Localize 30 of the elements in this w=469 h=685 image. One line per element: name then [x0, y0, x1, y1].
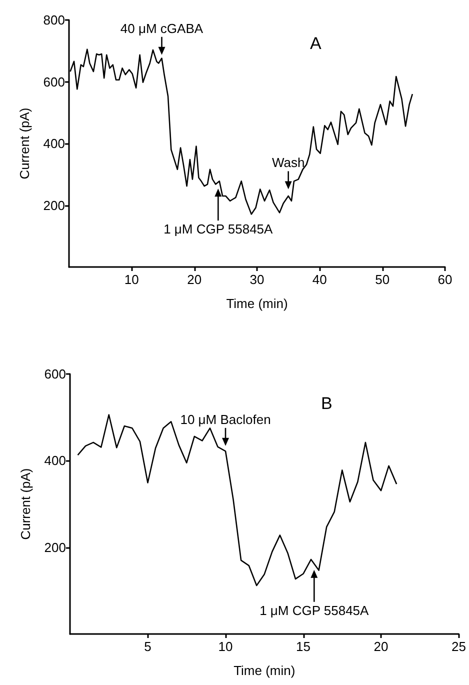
y-axis-title: Current (pA)	[17, 108, 32, 180]
x-tick-label: 60	[438, 272, 452, 287]
y-tick-label: 600	[43, 74, 65, 90]
y-axis-title: Current (pA)	[18, 468, 33, 540]
annotation: Wash	[272, 155, 305, 170]
x-tick-label: 5	[144, 639, 152, 654]
annotation: 40 μM cGABA	[120, 20, 204, 36]
x-tick-label: 50	[375, 272, 390, 287]
x-tick-label: 30	[250, 272, 264, 287]
y-tick-label: 200	[44, 540, 66, 555]
x-tick-label: 10	[218, 639, 233, 654]
y-tick-label: 400	[43, 136, 65, 151]
annotation: 10 μM Baclofen	[180, 412, 271, 427]
y-tick-label: 200	[43, 198, 65, 213]
text: B	[321, 394, 332, 413]
y-tick-label: 800	[43, 12, 65, 28]
y-tick-label: 400	[44, 453, 66, 468]
x-tick-label: 15	[296, 639, 310, 654]
x-tick-label: 10	[124, 272, 139, 287]
y-tick-label: 600	[44, 366, 66, 382]
x-axis-title: Time (min)	[234, 663, 296, 678]
x-tick-label: 40	[312, 272, 327, 287]
x-tick-label: 25	[452, 639, 466, 654]
text: A	[310, 34, 322, 53]
x-tick-label: 20	[187, 272, 202, 287]
x-tick-label: 20	[374, 639, 388, 654]
annotation: 1 μM CGP 55845A	[260, 602, 370, 618]
line-series	[77, 414, 398, 586]
annotation: 1 μM CGP 55845A	[164, 222, 274, 237]
x-axis-title: Time (min)	[226, 296, 288, 311]
